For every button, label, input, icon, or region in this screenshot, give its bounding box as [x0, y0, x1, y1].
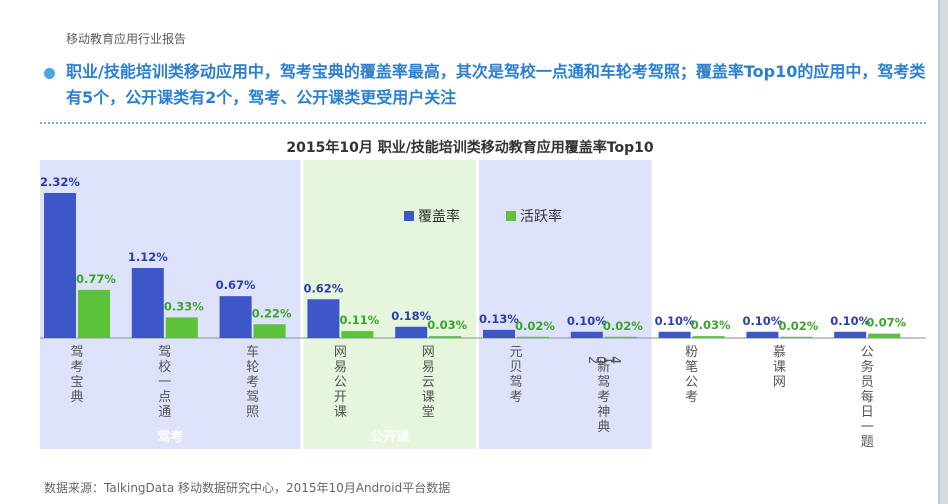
active-bar-netease-study [429, 336, 462, 338]
active-bar-gongwuyuan-meiri-yiti [868, 333, 901, 338]
bullet-dot-icon [44, 68, 55, 79]
coverage-value-label: 0.10% [830, 314, 870, 328]
data-source: 数据来源：TalkingData 移动数据研究中心，2015年10月Androi… [44, 481, 451, 495]
active-value-label: 0.02% [603, 319, 643, 333]
category-label-fenbi-gongkao: 粉笔公考 [685, 345, 698, 405]
coverage-value-label: 1.12% [128, 250, 168, 264]
coverage-bar-jiaxiao-yidiantong [131, 268, 164, 338]
active-bar-jiakao-baodian [78, 289, 110, 338]
active-value-label: 0.02% [515, 319, 555, 333]
category-label-netease-open-course: 网易公开课 [334, 345, 347, 420]
coverage-bar-netease-study [395, 326, 428, 338]
coverage-bar-yuanbei-jiakao [483, 329, 515, 338]
coverage-value-label: 2.32% [40, 175, 80, 189]
coverage-bar-gongwuyuan-meiri-yiti [834, 331, 867, 338]
coverage-bar-xin-jiakao-shendian [570, 331, 603, 338]
legend-swatch-active [506, 211, 516, 221]
coverage-bar-netease-open-course [307, 299, 340, 338]
active-bar-netease-open-course [341, 331, 374, 338]
category-label-netease-study: 网易云课堂 [422, 345, 435, 420]
coverage-bar-jiakao-baodian [44, 193, 76, 338]
coverage-value-label: 0.18% [391, 309, 431, 323]
category-label-xin-jiakao-shendian: 2014 新驾考神典 [585, 356, 622, 435]
active-value-label: 0.03% [691, 318, 731, 332]
headline: 职业/技能培训类移动应用中，驾考宝典的覆盖率最高，其次是驾校一点通和车轮考驾照；… [66, 62, 926, 107]
active-bar-jiaxiao-yidiantong [165, 317, 198, 338]
coverage-bar-chelun-kaojiazhao [219, 296, 252, 338]
category-group-label: 公开课 [370, 430, 410, 445]
category-label-jiakao-baodian: 驾考宝典 [70, 345, 83, 405]
active-value-label: 0.07% [866, 316, 906, 330]
category-label-jiaxiao-yidiantong: 驾校一点通 [158, 345, 171, 420]
legend-swatch-coverage [404, 211, 414, 221]
active-bar-fenbi-gongkao [692, 336, 725, 338]
coverage-value-label: 0.13% [479, 312, 519, 326]
active-bar-yuanbei-jiakao [517, 336, 549, 338]
legend-label-active: 活跃率 [520, 208, 562, 225]
report-label: 移动教育应用行业报告 [66, 32, 187, 46]
category-group-label: 驾考 [157, 429, 183, 445]
coverage-bar-imooc [746, 331, 779, 338]
category-label-chelun-kaojiazhao: 车轮考驾照 [246, 344, 259, 420]
chart-title: 2015年10月 职业/技能培训类移动教育应用覆盖率Top10 [286, 140, 654, 156]
coverage-value-label: 0.10% [655, 314, 695, 328]
legend-label-coverage: 覆盖率 [418, 208, 460, 225]
category-group-panel [479, 160, 652, 449]
active-value-label: 0.03% [427, 318, 467, 332]
category-label-yuanbei-jiakao: 元贝驾考 [509, 345, 522, 405]
coverage-bar-fenbi-gongkao [658, 331, 691, 338]
coverage-value-label: 0.10% [742, 314, 782, 328]
active-bar-xin-jiakao-shendian [604, 336, 637, 338]
category-label-imooc: 慕课网 [773, 345, 786, 390]
coverage-value-label: 0.67% [216, 278, 256, 292]
active-bar-imooc [780, 336, 813, 338]
coverage-value-label: 0.62% [303, 281, 343, 295]
active-value-label: 0.02% [778, 319, 818, 333]
dotted-divider [40, 122, 926, 124]
category-label-gongwuyuan-meiri-yiti: 公务员每日一题 [861, 345, 874, 450]
active-value-label: 0.11% [339, 313, 379, 327]
active-value-label: 0.77% [76, 272, 116, 286]
active-value-label: 0.22% [252, 306, 292, 320]
coverage-value-label: 0.10% [567, 314, 607, 328]
active-bar-chelun-kaojiazhao [253, 324, 286, 338]
active-value-label: 0.33% [164, 299, 204, 313]
